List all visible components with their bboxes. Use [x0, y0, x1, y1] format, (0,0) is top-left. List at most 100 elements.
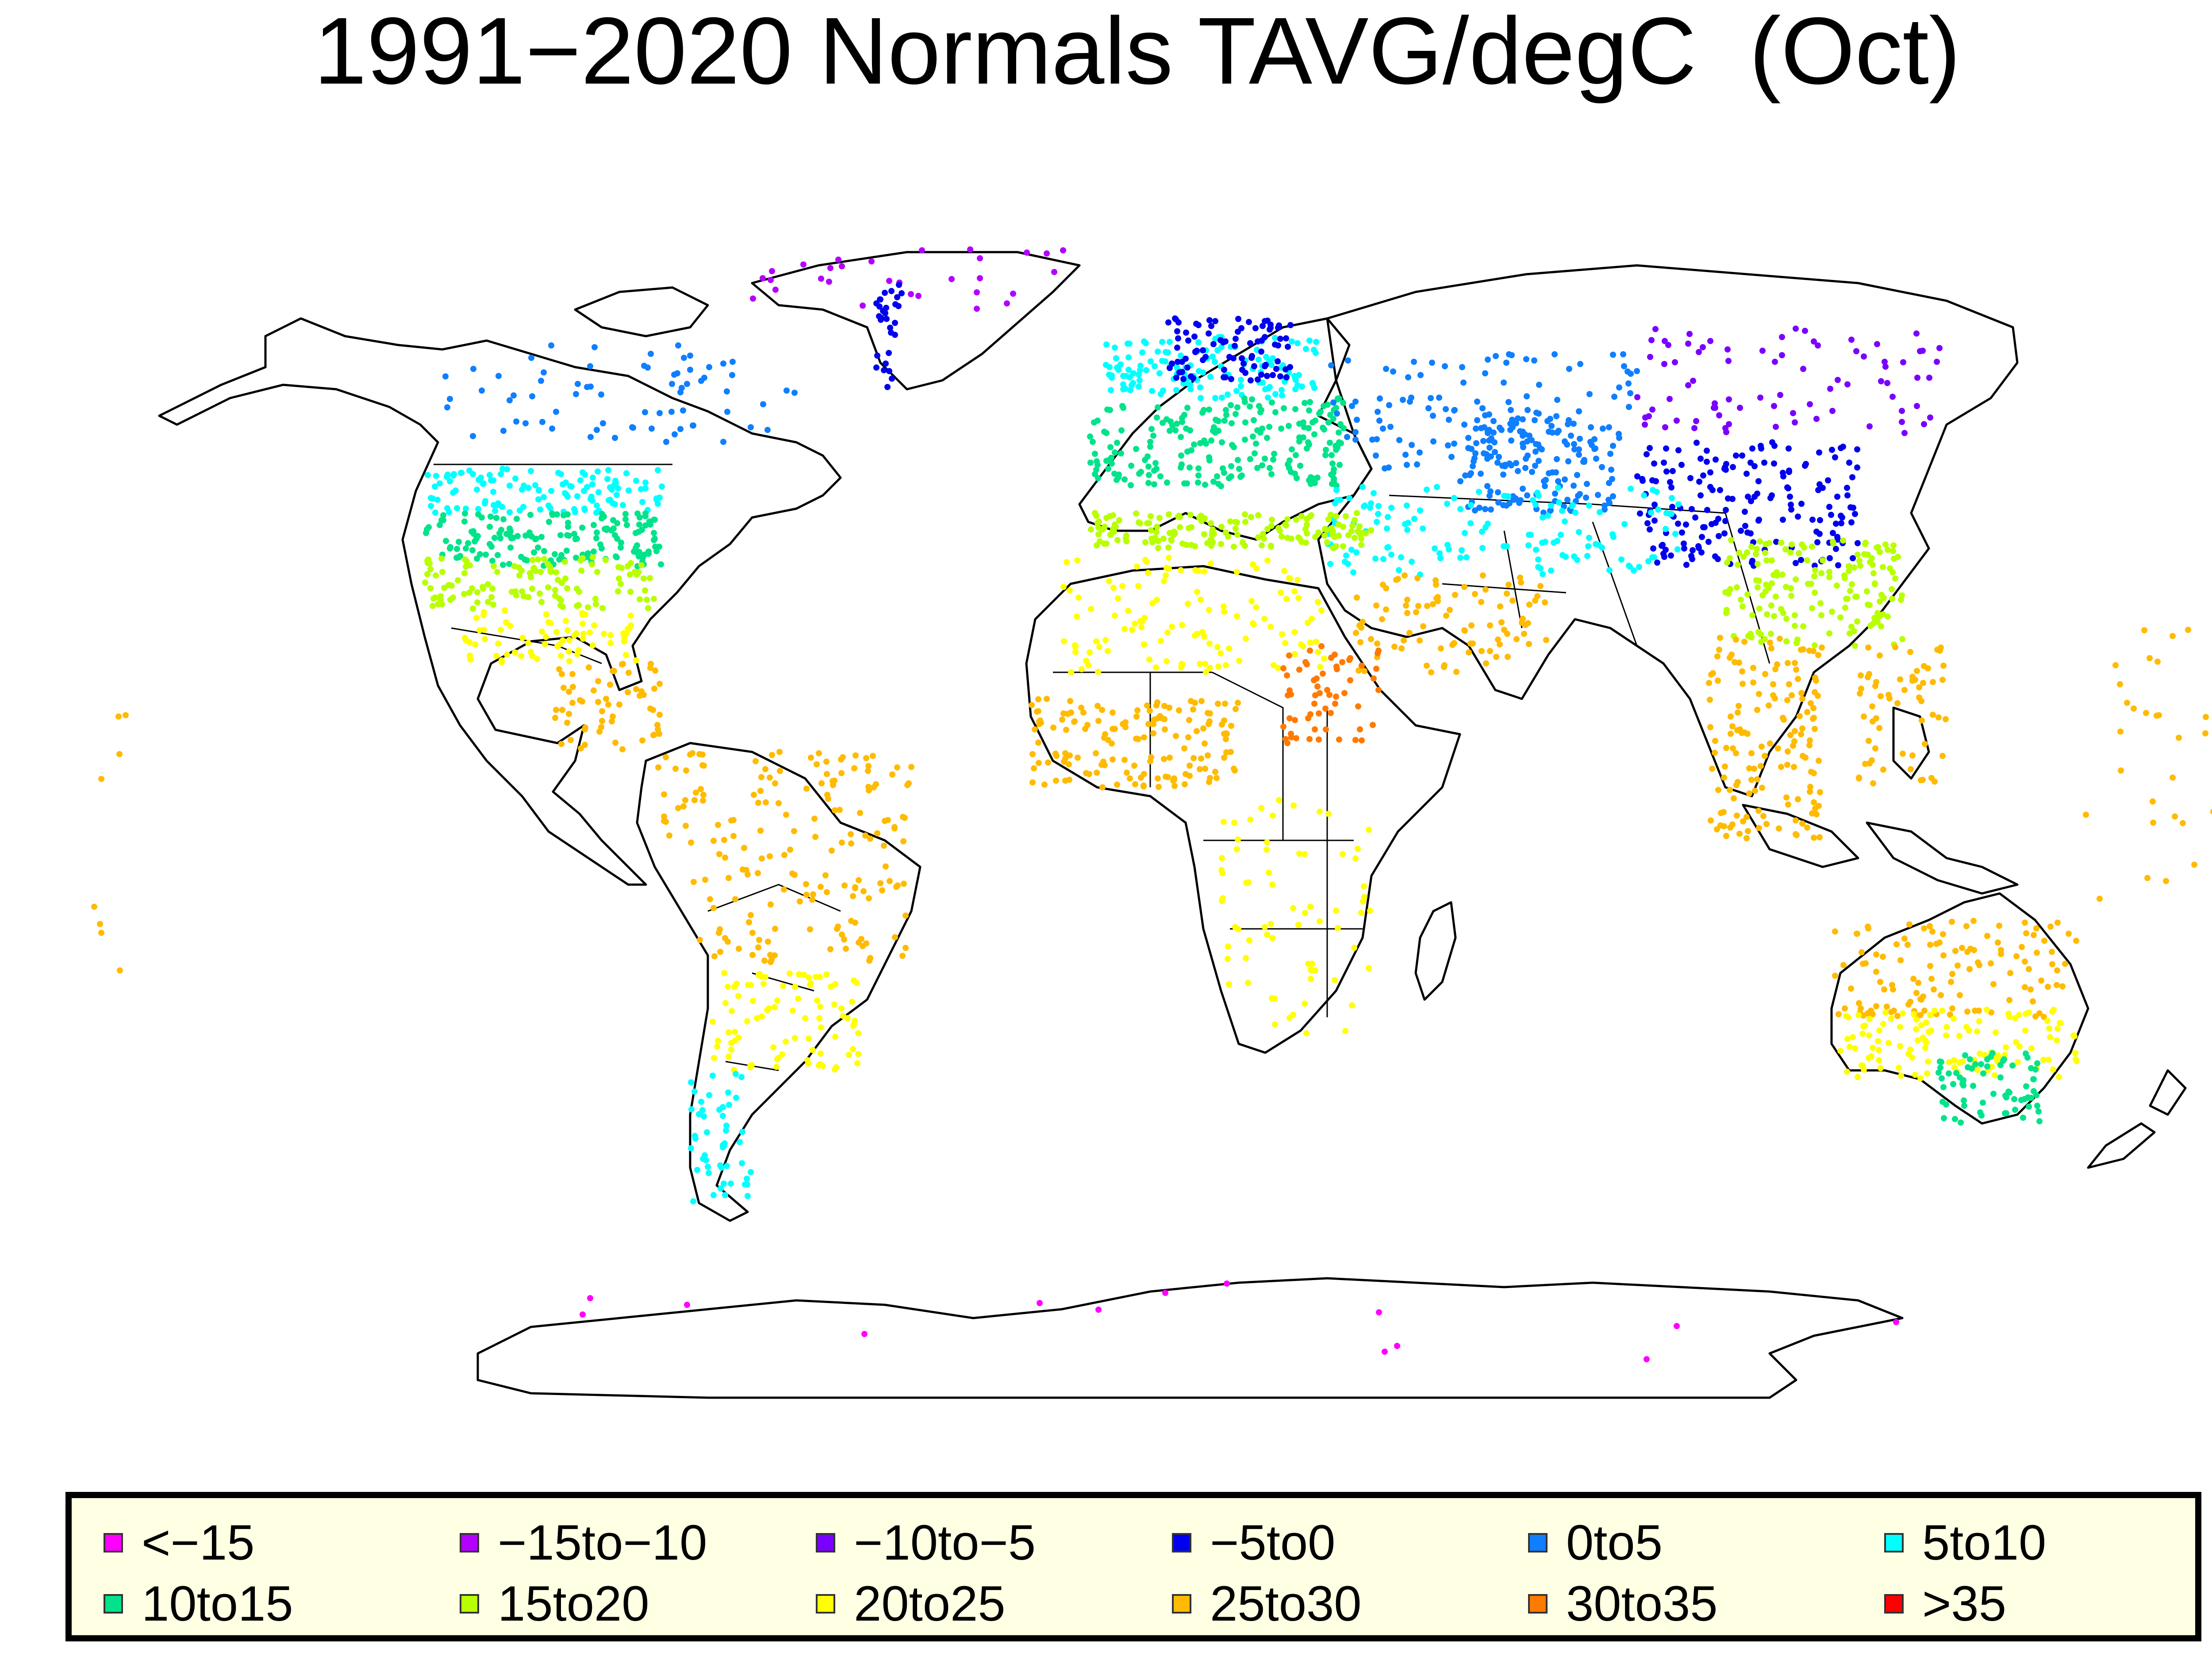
station-dot	[1434, 484, 1440, 490]
station-dot	[1206, 330, 1212, 337]
station-dot	[1501, 380, 1507, 386]
station-dot	[601, 631, 607, 637]
station-dot	[1690, 547, 1696, 553]
station-dot	[1152, 363, 1158, 369]
station-dot	[1264, 839, 1270, 845]
station-dot	[1284, 516, 1290, 522]
station-dot	[2054, 982, 2060, 988]
station-dot	[1802, 328, 1808, 334]
station-dot	[1934, 359, 1940, 365]
station-dot	[1798, 731, 1804, 737]
station-dot	[1102, 762, 1108, 768]
station-dot	[1413, 609, 1419, 615]
station-dot	[604, 476, 611, 482]
station-dot	[1124, 770, 1130, 776]
station-dot	[457, 553, 463, 559]
station-dot	[769, 752, 775, 758]
station-dot	[756, 937, 762, 943]
station-dot	[1159, 339, 1165, 345]
station-dot	[1402, 452, 1409, 458]
station-dot	[1867, 559, 1873, 565]
station-dot	[1414, 461, 1420, 468]
station-dot	[887, 325, 893, 331]
station-dot	[625, 689, 631, 695]
station-dot	[1785, 660, 1791, 666]
station-dot	[1357, 726, 1363, 732]
station-dot	[1852, 594, 1859, 600]
station-dot	[1548, 567, 1554, 574]
station-dot	[792, 984, 798, 990]
station-dot	[1171, 783, 1178, 789]
station-dot	[642, 409, 648, 415]
station-dot	[1270, 372, 1276, 378]
station-dot	[499, 504, 505, 510]
station-dot	[2038, 978, 2044, 984]
station-dot	[607, 640, 614, 646]
station-dot	[1268, 523, 1275, 529]
station-dot	[1697, 456, 1704, 462]
station-dot	[1114, 537, 1121, 543]
station-dot	[663, 439, 669, 445]
station-dot	[1094, 462, 1101, 468]
station-dot	[1524, 492, 1530, 498]
station-dot	[1869, 703, 1875, 709]
station-dot	[1165, 319, 1171, 326]
station-dot	[1744, 591, 1751, 598]
station-dot	[750, 295, 756, 302]
station-dot	[479, 387, 485, 394]
station-dot	[1922, 1045, 1928, 1051]
station-dot	[1544, 418, 1551, 424]
station-dot	[700, 1156, 706, 1162]
station-dot	[549, 510, 555, 517]
station-dot	[1855, 552, 1861, 558]
station-dot	[1807, 401, 1813, 407]
station-dot	[690, 1198, 696, 1204]
station-dot	[1292, 374, 1298, 380]
station-dot	[758, 774, 764, 780]
station-dot	[568, 483, 575, 490]
station-dot	[1095, 1307, 1102, 1313]
station-dot	[1503, 360, 1509, 366]
station-dot	[818, 1050, 824, 1057]
station-dot	[1545, 513, 1551, 519]
station-dot	[893, 884, 899, 890]
station-dot	[1909, 752, 1916, 759]
station-dot	[438, 597, 444, 603]
station-dot	[623, 470, 630, 476]
station-dot	[1533, 547, 1539, 553]
station-dot	[1930, 679, 1936, 685]
station-dot	[1112, 449, 1118, 456]
station-dot	[2009, 1062, 2016, 1069]
station-dot	[1487, 648, 1493, 654]
station-dot	[1122, 719, 1129, 725]
station-dot	[1325, 402, 1331, 408]
station-dot	[599, 708, 605, 714]
station-dot	[1202, 661, 1208, 667]
station-dot	[1302, 851, 1308, 857]
station-dot	[1239, 355, 1245, 361]
station-dot	[1253, 565, 1260, 571]
station-dot	[1854, 464, 1860, 471]
station-dot	[1532, 417, 1538, 423]
station-dot	[1848, 337, 1855, 343]
station-dot	[1221, 609, 1227, 615]
station-dot	[601, 514, 607, 520]
station-dot	[1893, 1319, 1899, 1325]
station-dot	[1353, 630, 1359, 636]
station-dot	[1932, 1008, 1938, 1014]
station-dot	[1847, 1044, 1853, 1050]
station-dot	[437, 522, 443, 528]
station-dot	[1446, 546, 1452, 552]
station-dot	[584, 384, 590, 390]
station-dot	[1738, 597, 1744, 603]
station-dot	[1398, 645, 1405, 652]
station-dot	[1184, 364, 1190, 371]
station-dot	[1943, 1032, 1949, 1039]
station-dot	[1745, 828, 1751, 834]
station-dot	[2066, 931, 2072, 937]
station-dot	[1974, 1028, 1980, 1035]
station-dot	[610, 713, 616, 720]
station-dot	[871, 784, 877, 790]
station-dot	[98, 776, 104, 782]
station-dot	[1114, 477, 1120, 483]
